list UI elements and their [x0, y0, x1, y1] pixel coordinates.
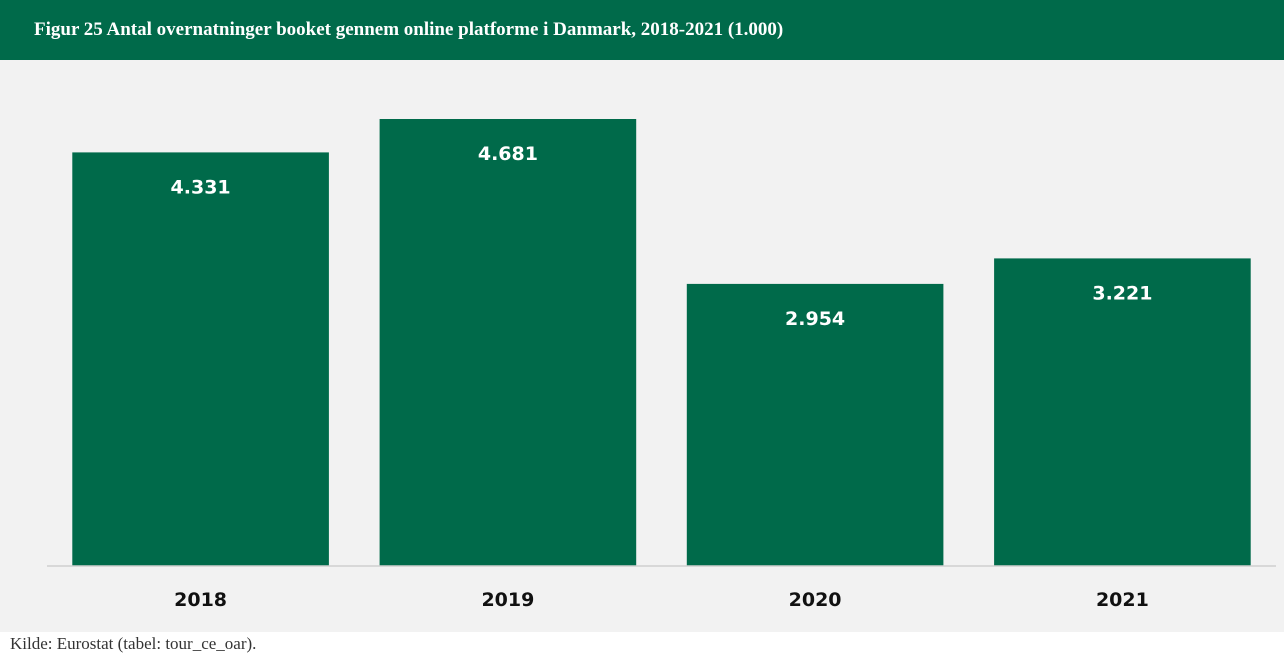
- bar-chart: 4.331 2018 4.681 2019 2.954 2020 3.221 2021: [47, 119, 1276, 611]
- bar-2020: [686, 283, 944, 566]
- bars-layer: [72, 119, 1251, 566]
- x-tick-label-2020: 2020: [789, 589, 842, 611]
- x-tick-label-2019: 2019: [481, 589, 534, 611]
- chart-title: Figur 25 Antal overnatninger booket genn…: [34, 19, 784, 40]
- x-tick-label-2021: 2021: [1096, 589, 1149, 611]
- bar-2018: [72, 152, 329, 566]
- bar-2019: [379, 119, 637, 566]
- labels-layer: 4.331 2018 4.681 2019 2.954 2020 3.221 2021: [171, 143, 1153, 611]
- data-label-2018: 4.331: [171, 176, 231, 198]
- chart-figure: Figur 25 Antal overnatninger booket genn…: [0, 0, 1284, 632]
- data-label-2019: 4.681: [478, 143, 538, 165]
- data-label-2021: 3.221: [1092, 282, 1152, 304]
- chart-title-bar: Figur 25 Antal overnatninger booket genn…: [0, 0, 1284, 60]
- bar-2021: [994, 258, 1251, 566]
- data-label-2020: 2.954: [785, 308, 845, 330]
- source-note: Kilde: Eurostat (tabel: tour_ce_oar).: [10, 634, 257, 653]
- x-tick-label-2018: 2018: [174, 589, 227, 611]
